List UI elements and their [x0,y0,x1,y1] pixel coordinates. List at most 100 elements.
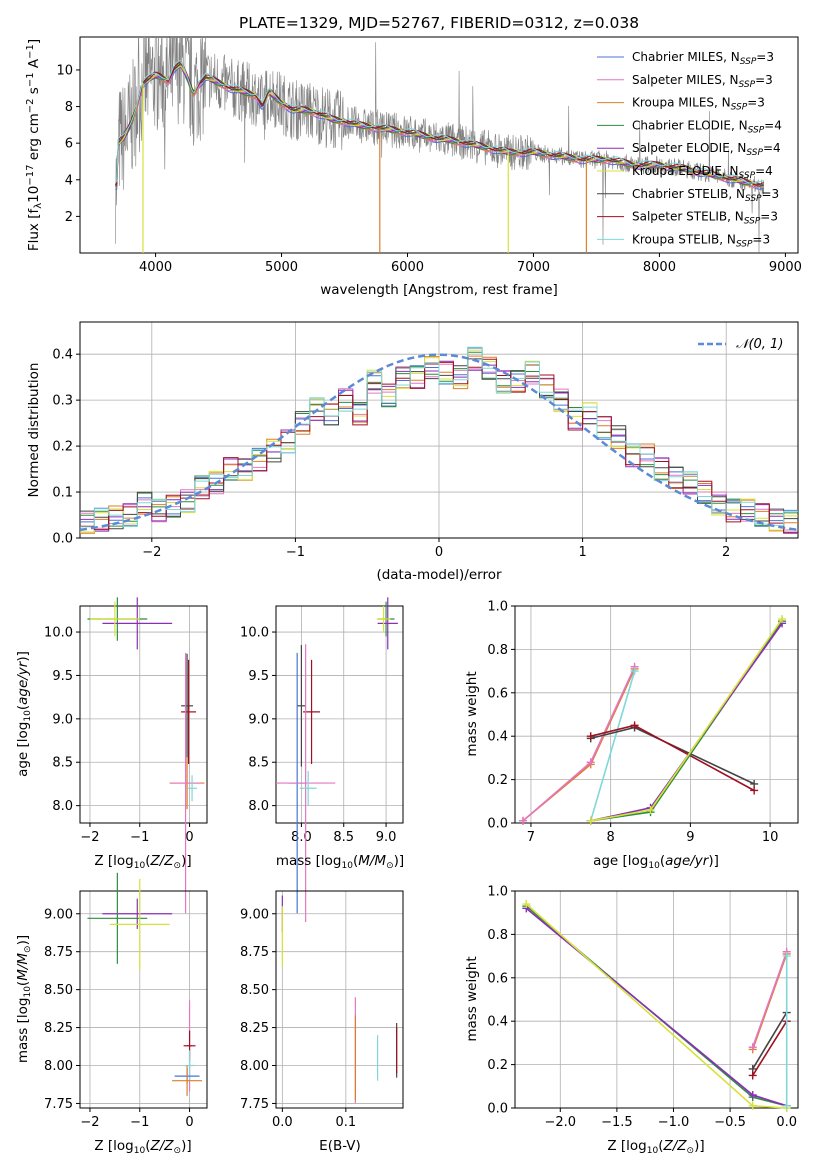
p-wZ-ytick-label: 0.4 [487,1015,508,1030]
p-wAge-xtick-label: 9 [686,830,694,845]
p-ageZ-axes [79,605,208,824]
p-ageZ-ytick-label: 8.0 [52,799,73,814]
label-part: age/yr [15,660,31,705]
p-ageM-ytick-label: 8.5 [248,756,269,771]
label-part: M/M [358,853,386,869]
p-ageZ-ytick-label: 9.5 [52,669,73,684]
p-mE-ytick-label: 9.00 [240,907,269,922]
residual-xtick-label: −1 [286,545,305,560]
weight-marker-kroupa_elodie [586,816,595,825]
residual-xtick-label: 1 [578,545,586,560]
label-part: Z [log [94,853,133,869]
p-wZ-xtick-label: −0.5 [714,1115,746,1130]
p-mZ-ytick-label: 7.75 [44,1097,73,1112]
label-part: 10 [134,861,146,871]
p-wAge-xtick-label: 8 [607,830,615,845]
weight-vs-metallicity-panel: −2.0 −1.5 −1.0 −0.5 0.0 0.0 0.2 0.4 0.6 0.8 1.0 Z [… [464,885,799,1156]
p-mZ-ytick-label: 8.75 [44,945,73,960]
spectrum-ytick-label: 4 [65,173,73,188]
label-part: ⊙ [174,1146,182,1156]
weight-marker-salpeter_stelib [750,786,759,795]
label-part: )] [394,853,405,869]
weight-line-kroupa_miles [522,668,636,822]
spectrum-ytick-label: 6 [65,137,73,152]
spectrum-xtick-label: 7000 [517,260,550,275]
spectrum-legend: Chabrier MILES, NSSP=3 Salpeter MILES, NS… [597,50,782,249]
weight-line-salpeter_miles [751,951,788,1048]
p-mZ-xtick-label: −1 [130,1115,149,1130]
ylabel-part: A [26,58,42,72]
age-vs-Z-xlabel: Z [log10(Z/Z⊙)] [94,853,191,871]
weight-marker-salpeter_miles [748,1043,757,1052]
p-mE-xtick-label: 0.1 [336,1115,357,1130]
weight-marker-kroupa_elodie [646,805,655,814]
spectrum-xtick-label: 6000 [391,260,424,275]
label-part: ( [658,1138,663,1154]
label-part: ⊙ [174,861,182,871]
p-mE-ytick-label: 8.75 [240,945,269,960]
normal-legend-label: 𝒩(0, 1) [736,337,783,352]
p-ageZ-ytick-label: 9.0 [52,712,73,727]
p-mZ-ytick-label: 8.00 [44,1059,73,1074]
p-mZ-xtick-label: 0 [185,1115,193,1130]
residual-ytick-label: 0.2 [52,440,73,455]
legend-label: Kroupa ELODIE, NSSP=4 [632,164,773,181]
spectrum-xtick-label: 5000 [265,260,298,275]
p-mE-ytick-label: 8.50 [240,983,269,998]
label-part: 10 [648,861,660,871]
label-part: Z [log [607,1138,646,1154]
weight-line-chabrier_elodie [525,905,787,1107]
p-mZ-ytick-label: 8.50 [44,983,73,998]
legend-label: Chabrier MILES, NSSP=3 [632,50,774,67]
weight-marker-salpeter_stelib [586,732,595,741]
p-wZ-ytick-label: 0.2 [487,1058,508,1073]
ylabel-part: erg cm [26,113,42,164]
p-wAge-ytick-label: 1.0 [487,600,508,615]
legend-label: Kroupa MILES, NSSP=3 [632,96,765,113]
spectrum-ytick-label: 10 [56,63,73,78]
weight-marker-kroupa_stelib [782,1101,791,1110]
p-wAge-xtick-label: 10 [762,830,779,845]
label-part: ( [145,1138,150,1154]
residual-xtick-label: −2 [142,545,161,560]
p-ageM-xtick-label: 8.0 [291,830,312,845]
p-ageZ-ytick-label: 8.5 [52,756,73,771]
label-part: ⊙ [687,1146,695,1156]
weight-line-chabrier_stelib [752,1012,788,1070]
mass-vs-ebv-panel: 0.0 0.1 7.75 8.00 8.25 8.50 8.75 9.00 E(B-V) [240,890,404,1154]
ylabel-part: −1 [25,72,36,87]
age-vs-mass-panel: 8.0 8.5 9.0 8.0 8.5 9.0 9.5 10.0 mass [log10(M/M… [240,597,404,922]
p-mE-xtick-label: 0.0 [272,1115,293,1130]
label-part: 10 [23,986,33,998]
p-ageZ-ytick-label: 10.0 [44,626,73,641]
label-part: ( [15,981,31,986]
label-part: mass [log [276,853,342,869]
p-wZ-ytick-label: 0.8 [487,928,508,943]
p-ageM-xtick-label: 9.0 [376,830,397,845]
p-ageM-ytick-label: 9.5 [248,669,269,684]
weight-vs-age-ylabel: mass weight [464,671,480,756]
age-vs-metallicity-panel: −2 −1 08.08.59.09.510.0Z [log10(Z/Z⊙)]age … [15,597,208,914]
p-ageM-xtick-label: 8.5 [333,830,354,845]
legend-label: Chabrier ELODIE, NSSP=4 [632,118,782,135]
label-part: M/M [15,953,31,981]
label-part: ( [660,853,665,869]
weight-line-salpeter_miles [522,666,636,822]
spectrum-xtick-label: 8000 [643,260,676,275]
spectrum-ytick-label: 2 [65,210,73,225]
p-wZ-ytick-label: 1.0 [487,885,508,900]
legend-label: Salpeter MILES, NSSP=3 [632,73,773,90]
p-ageM-ytick-label: 8.0 [248,799,269,814]
label-part: ⊙ [386,861,394,871]
residual-ytick-label: 0.4 [52,348,73,363]
mass-vs-ebv-xlabel: E(B-V) [319,1138,361,1154]
weight-vs-Z-ylabel: mass weight [464,956,480,1041]
label-part: Z/Z [149,853,174,869]
p-wAge-ytick-label: 0.2 [487,773,508,788]
label-part: 10 [341,861,353,871]
spectrum-xtick-label: 4000 [139,260,172,275]
label-part: )] [181,1138,192,1154]
spectrum-xtick-label: 9000 [769,260,802,275]
